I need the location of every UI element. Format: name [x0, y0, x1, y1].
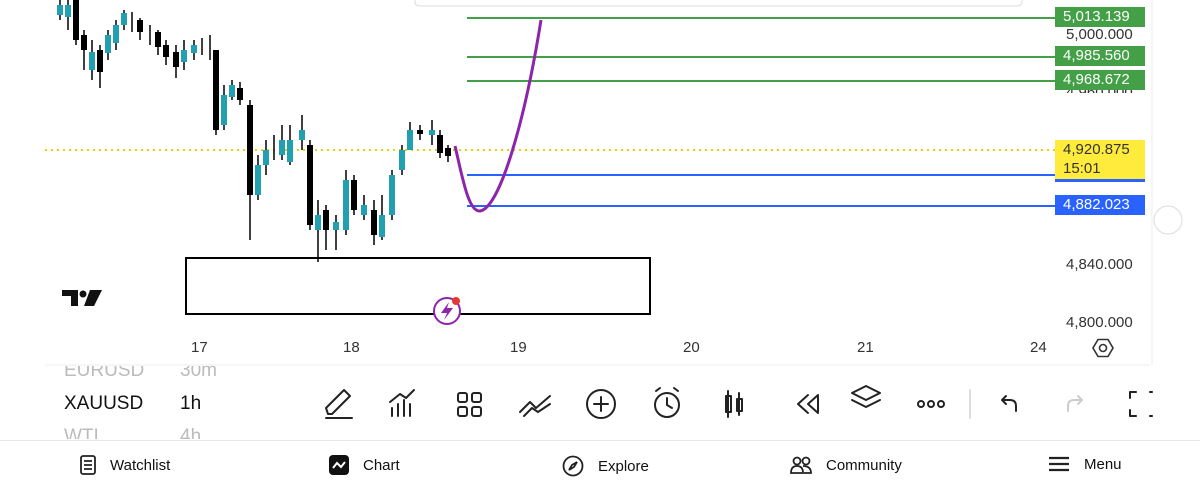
levels [45, 17, 1055, 207]
nav-label: Menu [1084, 455, 1122, 473]
nav-item[interactable]: Chart [329, 455, 400, 475]
add-tool[interactable] [586, 389, 616, 419]
nav-item[interactable]: Menu [1048, 455, 1122, 473]
candles [57, 0, 451, 262]
time-tick: 21 [857, 339, 874, 356]
symbol-row[interactable]: EURUSD 30m [64, 366, 217, 382]
symbol: XAUUSD [64, 393, 144, 414]
candle-down [73, 0, 451, 235]
redo-tool[interactable] [1067, 395, 1083, 412]
nav-icon [329, 455, 349, 475]
countdown: 15:01 [1063, 160, 1101, 177]
nav-icon [1049, 456, 1069, 472]
layers-tool[interactable] [851, 385, 881, 408]
nav-icon [80, 455, 96, 475]
compare-tool[interactable] [519, 395, 551, 417]
price-label: 5,013.139 [1055, 7, 1145, 27]
price-tick: 4,800.000 [1066, 314, 1133, 331]
undo-tool[interactable] [1001, 395, 1017, 412]
symbol: EURUSD [64, 366, 145, 381]
toolbar [325, 385, 1153, 419]
candle-up [57, 5, 435, 237]
nav-label: Watchlist [110, 456, 171, 474]
nav-icon [790, 456, 812, 474]
interval: 4h [180, 426, 202, 439]
price-label: 4,882.023 [1055, 195, 1145, 215]
chart-type-tool[interactable] [725, 390, 743, 418]
symbol-picker[interactable]: EURUSD 30m XAUUSD 1h WTI 4h [64, 366, 264, 439]
chart [45, 0, 1183, 366]
settings-icon[interactable] [1092, 338, 1114, 358]
time-tick: 17 [191, 339, 208, 356]
popup-edge [414, 0, 1023, 7]
nav-item[interactable]: Watchlist [80, 455, 170, 475]
nav-label: Community [826, 456, 902, 474]
nav-icon [562, 455, 584, 477]
nav-label: Explore [598, 457, 649, 475]
time-tick: 18 [343, 339, 360, 356]
price-label: 4,920.875 [1063, 141, 1130, 158]
alert-tool[interactable] [654, 387, 680, 418]
zone-box [185, 257, 651, 315]
replay-tool[interactable] [797, 394, 819, 414]
time-tick: 20 [683, 339, 700, 356]
more-tool[interactable] [917, 400, 945, 408]
interval: 30m [180, 366, 217, 381]
nav-divider [0, 440, 1200, 441]
price-tick: 5,000.000 [1066, 26, 1133, 43]
nav-item[interactable]: Community [790, 455, 902, 475]
symbol-row[interactable]: WTI 4h [64, 426, 201, 439]
time-tick: 24 [1030, 339, 1047, 356]
price-tick: 4,840.000 [1066, 256, 1133, 273]
nav-item[interactable]: Explore [562, 455, 649, 477]
projection-curve [453, 19, 543, 213]
current-price: 4,920.875 15:01 [1055, 140, 1145, 182]
draw-tool[interactable] [325, 389, 353, 419]
symbol: WTI [64, 426, 99, 439]
tv-logo [62, 290, 102, 306]
price-label: 4,968.672 [1055, 70, 1145, 90]
symbol-row[interactable]: XAUUSD 1h [64, 393, 201, 415]
indicators-tool[interactable] [389, 389, 415, 417]
lightning-icon[interactable] [433, 297, 461, 325]
layout-tool[interactable] [457, 392, 482, 417]
time-tick: 19 [510, 339, 527, 356]
nav-label: Chart [363, 456, 400, 474]
price-label: 4,985.560 [1055, 46, 1145, 66]
interval: 1h [180, 393, 202, 414]
fullscreen-tool[interactable] [1129, 391, 1153, 417]
side-handle [1153, 205, 1183, 235]
